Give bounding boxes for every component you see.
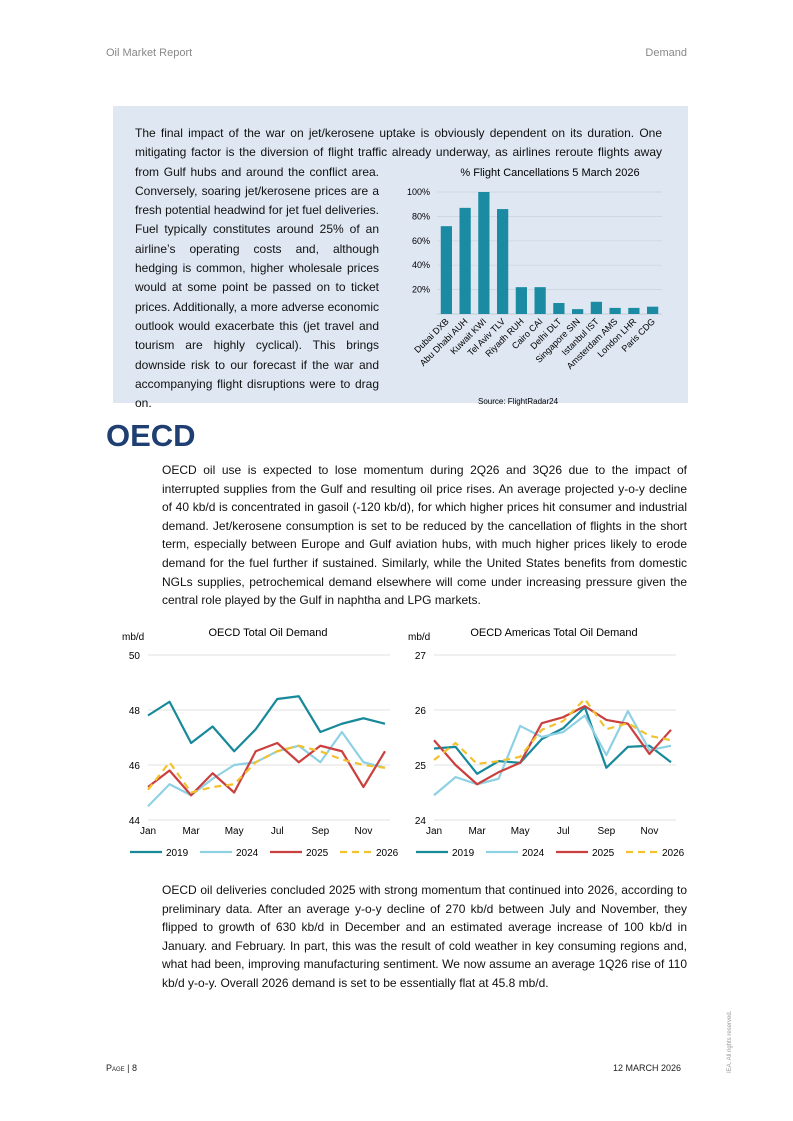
box-paragraph: The final impact of the war on jet/keros… [135,126,662,411]
x-tick-label: Mar [468,826,486,837]
legend-label: 2019 [166,848,189,859]
bar [534,287,546,314]
x-tick-label: May [225,826,244,837]
box-text: % Flight Cancellations 5 March 2026 20% 40… [135,124,662,413]
series-line [433,697,672,765]
y-tick-label: 20% [412,285,430,295]
y-tick-label: 25 [415,761,427,772]
chart-title: % Flight Cancellations 5 March 2026 [460,167,639,179]
bar [647,306,659,314]
series-line [147,730,386,808]
series-line [147,695,386,753]
x-tick-label: Nov [355,826,373,837]
bar [459,207,471,314]
line-chart: OECD Americas Total Oil Demand mb/d 24 25 26… [408,627,685,859]
legend-label: 2019 [452,848,475,859]
y-tick-label: 44 [129,816,141,827]
legend-label: 2025 [592,848,615,859]
text-box: % Flight Cancellations 5 March 2026 20% 40… [113,106,688,410]
y-tick-label: 80% [412,211,430,221]
rights-note: IEA. All rights reserved. [727,1010,733,1073]
series-line [147,744,386,794]
x-tick-label: Jan [140,826,156,837]
bar [590,301,602,314]
x-tick-label: Jul [271,826,284,837]
x-tick-label: Jan [426,826,442,837]
bar [440,226,452,314]
section-title: OECD [106,418,196,453]
chart-title: OECD Total Oil Demand [208,627,327,639]
legend-label: 2024 [522,848,545,859]
series-line [147,741,386,797]
y-tick-label: 40% [412,260,430,270]
y-tick-label: 100% [407,187,430,197]
series-line [433,710,672,797]
x-tick-label: Sep [311,826,329,837]
header-right: Demand [645,47,687,59]
y-axis-label: mb/d [122,632,144,643]
bar [572,309,584,314]
x-tick-label: Jul [557,826,570,837]
bar [497,209,509,314]
x-tick-label: Sep [597,826,615,837]
chart-title: OECD Americas Total Oil Demand [470,627,637,639]
legend-label: 2024 [236,848,259,859]
bar [628,307,640,314]
bar [515,287,527,314]
legend-label: 2026 [376,848,399,859]
bar [609,307,621,314]
bar-chart: % Flight Cancellations 5 March 2026 20% 40… [407,167,662,406]
source: Source: FlightRadar24 [478,397,559,406]
x-tick-label: Mar [182,826,200,837]
line-chart: OECD Total Oil Demand mb/d 44 46 48 50 Jan Mar M… [122,627,399,859]
date: 12 MARCH 2026 [612,1063,681,1073]
y-tick-label: 50 [129,651,141,662]
x-tick-label: May [511,826,530,837]
bar [553,303,565,314]
legend-label: 2026 [662,848,685,859]
header-left: Oil Market Report [106,47,193,59]
y-tick-label: 27 [415,651,427,662]
y-tick-label: 60% [412,236,430,246]
legend-label: 2025 [306,848,329,859]
y-tick-label: 24 [415,816,427,827]
paragraph: OECD oil use is expected to lose momentu… [162,463,687,608]
series-line [433,706,672,775]
x-tick-label: Nov [641,826,659,837]
bar [478,192,490,314]
paragraph: OECD oil deliveries concluded 2025 with … [162,883,687,990]
y-axis-label: mb/d [408,632,430,643]
series-line [433,705,672,786]
y-tick-label: 26 [415,706,427,717]
y-tick-label: 48 [129,706,141,717]
page-number: Page | 8 [106,1063,138,1073]
y-tick-label: 46 [129,761,141,772]
